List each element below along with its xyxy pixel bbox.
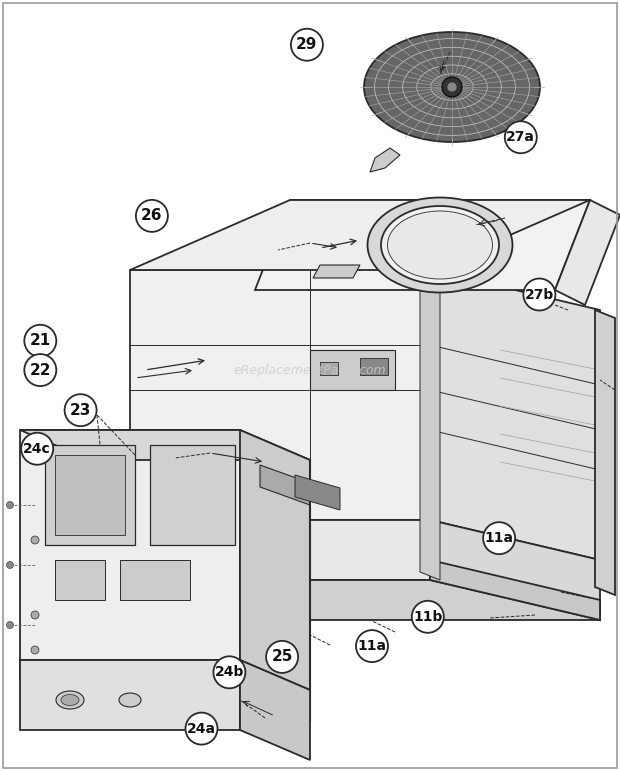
Circle shape [6, 501, 14, 509]
Polygon shape [130, 520, 430, 580]
Polygon shape [150, 445, 235, 545]
Circle shape [31, 456, 39, 464]
Text: 25: 25 [272, 649, 293, 665]
Polygon shape [320, 362, 338, 375]
Polygon shape [240, 660, 310, 760]
Circle shape [21, 433, 53, 465]
Text: eReplacementParts.com: eReplacementParts.com [234, 364, 386, 376]
Polygon shape [240, 430, 310, 710]
Text: 24b: 24b [215, 665, 244, 679]
Circle shape [31, 611, 39, 619]
Text: 27b: 27b [525, 288, 554, 301]
Ellipse shape [61, 695, 79, 705]
Polygon shape [430, 270, 600, 560]
Circle shape [31, 646, 39, 654]
Text: 26: 26 [141, 208, 162, 224]
Circle shape [31, 536, 39, 544]
Polygon shape [310, 350, 395, 390]
Polygon shape [250, 440, 310, 550]
Polygon shape [130, 580, 600, 620]
Polygon shape [430, 520, 600, 620]
Circle shape [523, 278, 556, 311]
Circle shape [505, 121, 537, 153]
Polygon shape [20, 660, 240, 730]
Polygon shape [45, 445, 135, 545]
Ellipse shape [381, 206, 499, 284]
Text: 24a: 24a [187, 722, 216, 736]
Circle shape [6, 561, 14, 568]
Polygon shape [20, 430, 240, 680]
Text: 27a: 27a [507, 130, 535, 144]
Polygon shape [360, 358, 388, 375]
Text: 11a: 11a [485, 531, 513, 545]
Ellipse shape [364, 32, 540, 142]
Circle shape [136, 200, 168, 232]
Polygon shape [595, 310, 615, 595]
Circle shape [64, 394, 97, 426]
Text: 11a: 11a [358, 639, 386, 653]
Polygon shape [260, 465, 310, 505]
Text: 29: 29 [296, 37, 317, 52]
Polygon shape [295, 475, 340, 510]
Text: 11b: 11b [413, 610, 443, 624]
Text: 23: 23 [70, 402, 91, 418]
Circle shape [483, 522, 515, 554]
Polygon shape [130, 200, 590, 270]
Polygon shape [120, 560, 190, 600]
Polygon shape [130, 270, 430, 520]
Circle shape [24, 325, 56, 357]
Ellipse shape [388, 211, 492, 279]
Ellipse shape [119, 693, 141, 707]
Circle shape [442, 77, 462, 97]
Circle shape [356, 630, 388, 662]
Polygon shape [420, 270, 440, 580]
Polygon shape [55, 455, 125, 535]
Polygon shape [20, 430, 310, 460]
Ellipse shape [368, 197, 513, 292]
Polygon shape [255, 200, 590, 290]
Circle shape [6, 621, 14, 628]
Polygon shape [55, 560, 105, 600]
Circle shape [291, 29, 323, 61]
Circle shape [185, 712, 218, 745]
Text: 22: 22 [30, 362, 51, 378]
Polygon shape [313, 265, 360, 278]
Polygon shape [370, 148, 400, 172]
Text: 21: 21 [30, 333, 51, 348]
Ellipse shape [56, 691, 84, 709]
Circle shape [447, 82, 457, 92]
Polygon shape [20, 660, 310, 690]
Polygon shape [555, 200, 620, 305]
Polygon shape [250, 550, 310, 640]
Circle shape [213, 656, 246, 689]
Text: 24c: 24c [24, 442, 51, 456]
Circle shape [266, 641, 298, 673]
Circle shape [24, 354, 56, 386]
Circle shape [412, 601, 444, 633]
Polygon shape [430, 560, 600, 620]
